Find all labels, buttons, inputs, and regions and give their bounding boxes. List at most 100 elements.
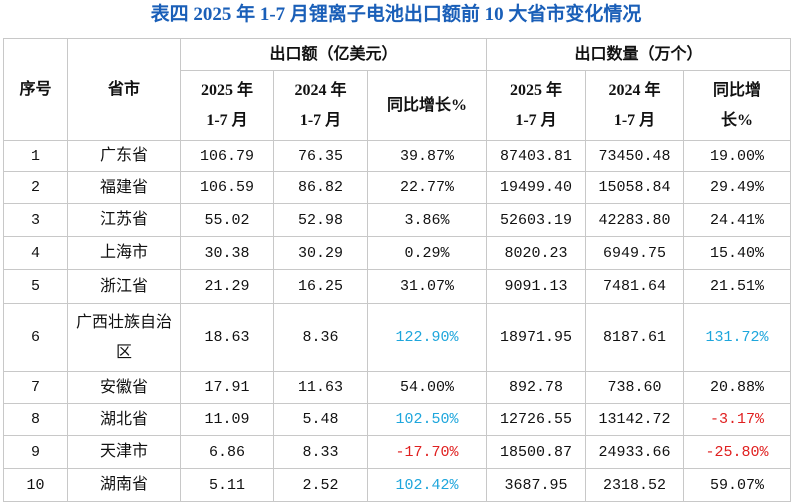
cell: 2 (3, 171, 68, 204)
cell: 湖北省 (67, 403, 181, 436)
header-cell: 出口数量（万个） (486, 38, 791, 71)
header-cell: 2024 年 1-7 月 (273, 70, 368, 141)
cell: 10 (3, 468, 68, 502)
header-cell: 2024 年 1-7 月 (585, 70, 684, 141)
row: 3 江苏省 55.02 52.98 3.86% 52603.19 42283.80 24.41… (3, 203, 791, 237)
cell: 安徽省 (67, 371, 181, 404)
cell: 106.59 (180, 171, 274, 204)
cell: 39.87% (367, 140, 487, 172)
cell: 31.07% (367, 269, 487, 304)
cell: 5.11 (180, 468, 274, 502)
row: 1 广东省 106.79 76.35 39.87% 87403.81 73450.48 19.… (3, 140, 791, 172)
cell: 19.00% (683, 140, 791, 172)
cell: 广西壮族自治区 (67, 303, 181, 372)
cell: 19499.40 (486, 171, 586, 204)
cell: 20.88% (683, 371, 791, 404)
cell: 54.00% (367, 371, 487, 404)
cell: 24933.66 (585, 435, 684, 469)
cell: 11.63 (273, 371, 368, 404)
row: 9 天津市 6.86 8.33 -17.70% 18500.87 24933.66 -25.8… (3, 435, 791, 469)
cell: 22.77% (367, 171, 487, 204)
cell: 8.36 (273, 303, 368, 372)
cell: 3687.95 (486, 468, 586, 502)
cell: 86.82 (273, 171, 368, 204)
cell: 59.07% (683, 468, 791, 502)
cell: 湖南省 (67, 468, 181, 502)
cell: 17.91 (180, 371, 274, 404)
cell: 15.40% (683, 236, 791, 270)
cell: 3 (3, 203, 68, 237)
cell: 天津市 (67, 435, 181, 469)
cell: 131.72% (683, 303, 791, 372)
cell: 9091.13 (486, 269, 586, 304)
title: 表四 2025 年 1-7 月锂离子电池出口额前 10 大省市变化情况 (150, 4, 642, 25)
header-cell: 2025 年 1-7 月 (486, 70, 586, 141)
cell: 12726.55 (486, 403, 586, 436)
cell: 15058.84 (585, 171, 684, 204)
row: 5 浙江省 21.29 16.25 31.07% 9091.13 7481.64 21.51% (3, 269, 791, 304)
cell: 浙江省 (67, 269, 181, 304)
cell: -3.17% (683, 403, 791, 436)
cell: 9 (3, 435, 68, 469)
cell: 892.78 (486, 371, 586, 404)
row: 8 湖北省 11.09 5.48 102.50% 12726.55 13142.72 -3.1… (3, 403, 791, 436)
cell: 5.48 (273, 403, 368, 436)
header-cell: 同比增长% (367, 70, 487, 141)
cell: 87403.81 (486, 140, 586, 172)
cell: 52603.19 (486, 203, 586, 237)
row: 10 湖南省 5.11 2.52 102.42% 3687.95 2318.52 59.07% (3, 468, 791, 502)
cell: 73450.48 (585, 140, 684, 172)
cell: 18971.95 (486, 303, 586, 372)
cell: 8187.61 (585, 303, 684, 372)
cell: 21.29 (180, 269, 274, 304)
cell: 7 (3, 371, 68, 404)
cell: 江苏省 (67, 203, 181, 237)
cell: 55.02 (180, 203, 274, 237)
cell: 上海市 (67, 236, 181, 270)
cell: 7481.64 (585, 269, 684, 304)
cell: 30.38 (180, 236, 274, 270)
cell: 2318.52 (585, 468, 684, 502)
row: 2 福建省 106.59 86.82 22.77% 19499.40 15058.84 29.… (3, 171, 791, 204)
cell: 102.42% (367, 468, 487, 502)
cell: 29.49% (683, 171, 791, 204)
row: 6 广西壮族自治区 18.63 8.36 122.90% 18971.95 8187.61 1… (3, 303, 791, 372)
header-cell: 序号 (3, 38, 68, 141)
cell: 6949.75 (585, 236, 684, 270)
cell: 30.29 (273, 236, 368, 270)
cell: 2.52 (273, 468, 368, 502)
cell: 5 (3, 269, 68, 304)
row: 4 上海市 30.38 30.29 0.29% 8020.23 6949.75 15.40% (3, 236, 791, 270)
cell: 3.86% (367, 203, 487, 237)
cell: 18500.87 (486, 435, 586, 469)
header-cell: 省市 (67, 38, 181, 141)
cell: 8020.23 (486, 236, 586, 270)
cell: 6 (3, 303, 68, 372)
cell: 738.60 (585, 371, 684, 404)
cell: 8 (3, 403, 68, 436)
cell: 11.09 (180, 403, 274, 436)
header-cell: 出口额（亿美元） (180, 38, 487, 71)
header-cell: 2025 年 1-7 月 (180, 70, 274, 141)
cell: -25.80% (683, 435, 791, 469)
header-cell: 同比增 长% (683, 70, 791, 141)
cell: 6.86 (180, 435, 274, 469)
cell: 42283.80 (585, 203, 684, 237)
cell: 广东省 (67, 140, 181, 172)
cell: 102.50% (367, 403, 487, 436)
table: 序号 省市 出口额（亿美元） 出口数量（万个） 2025 年 1-7 月 2024… (3, 38, 791, 502)
cell: 52.98 (273, 203, 368, 237)
cell: 4 (3, 236, 68, 270)
cell: 24.41% (683, 203, 791, 237)
cell: 福建省 (67, 171, 181, 204)
cell: 13142.72 (585, 403, 684, 436)
cell: 16.25 (273, 269, 368, 304)
cell: 18.63 (180, 303, 274, 372)
cell: 0.29% (367, 236, 487, 270)
cell: 21.51% (683, 269, 791, 304)
cell: -17.70% (367, 435, 487, 469)
cell: 8.33 (273, 435, 368, 469)
cell: 1 (3, 140, 68, 172)
cell: 76.35 (273, 140, 368, 172)
